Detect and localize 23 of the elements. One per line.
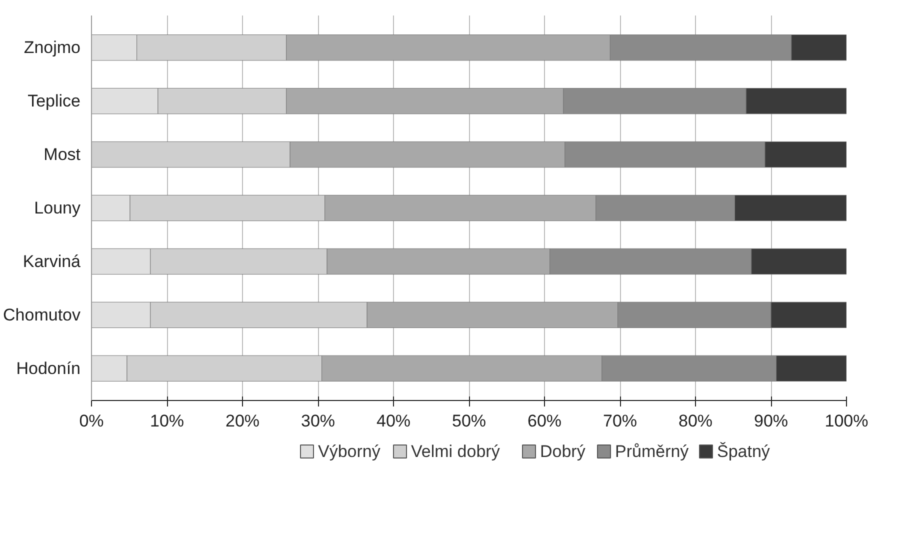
- legend-label: Špatný: [717, 442, 770, 461]
- x-tick-label: 70%: [602, 412, 638, 430]
- x-tick-label: 40%: [376, 412, 411, 430]
- x-tick-label: 30%: [300, 412, 336, 430]
- x-tick-label: 60%: [527, 412, 562, 430]
- legend-label: Velmi dobrý: [411, 442, 500, 461]
- y-tick-label: Teplice: [28, 92, 81, 111]
- x-tick-label: 100%: [824, 412, 868, 430]
- x-tick-label: 90%: [754, 412, 788, 430]
- x-tick-label: 20%: [225, 412, 260, 430]
- x-tick-label: 10%: [150, 412, 184, 430]
- legend-label: Dobrý: [540, 442, 586, 461]
- x-tick-label: 0%: [79, 412, 104, 430]
- x-tick-label: 80%: [678, 412, 713, 430]
- y-tick-label: Most: [44, 145, 81, 164]
- y-tick-label: Hodonín: [16, 358, 81, 378]
- legend-label: Výborný: [318, 442, 381, 461]
- y-tick-label: Louny: [34, 198, 81, 218]
- y-tick-label: Karviná: [22, 252, 82, 271]
- x-tick-label: 50%: [452, 412, 486, 430]
- y-tick-label: Chomutov: [3, 305, 81, 324]
- y-tick-label: Znojmo: [24, 38, 80, 58]
- legend-label: Průměrný: [615, 442, 690, 461]
